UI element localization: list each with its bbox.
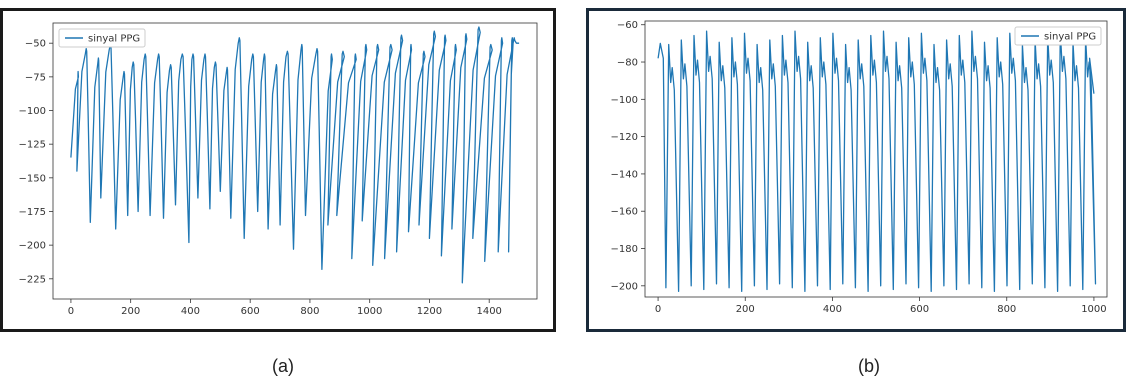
- y-tick-label: −200: [19, 241, 46, 252]
- x-tick-label: 1000: [1081, 304, 1106, 315]
- x-tick-label: 0: [655, 304, 661, 315]
- series-line-sinyal-ppg: [70, 26, 520, 284]
- x-tick-label: 1000: [357, 306, 382, 317]
- y-tick-label: −160: [611, 207, 638, 218]
- x-tick-label: 600: [241, 306, 260, 317]
- y-tick-label: −180: [611, 244, 638, 255]
- x-tick-label: 200: [121, 306, 140, 317]
- chart-panel-b: −60 −80 −100 −120 −140 −160 −180 −200 0 200 400 600…: [586, 8, 1126, 332]
- x-tick-label: 200: [736, 304, 755, 315]
- x-tick-label: 400: [181, 306, 200, 317]
- legend-label: sinyal PPG: [88, 34, 140, 45]
- caption-a: (a): [272, 356, 294, 376]
- y-tick-label: −175: [19, 207, 46, 218]
- chart-b-svg: −60 −80 −100 −120 −140 −160 −180 −200 0 200 400 600…: [611, 20, 1108, 315]
- legend: sinyal PPG: [1014, 26, 1102, 46]
- y-tick-label: −100: [19, 106, 46, 117]
- y-tick-label: −50: [25, 39, 46, 50]
- y-tick-label: −150: [19, 173, 46, 184]
- legend: sinyal PPG: [58, 28, 146, 48]
- y-tick-label: −75: [25, 72, 46, 83]
- x-tick-label: 800: [997, 304, 1016, 315]
- caption-b: (b): [858, 356, 880, 376]
- x-tick-label: 600: [910, 304, 929, 315]
- series-line-sinyal-ppg: [657, 30, 1097, 293]
- chart-a-svg: −50 −75 −100 −125 −150 −175 −200 −225 0 200 400 600…: [19, 22, 538, 317]
- y-tick-label: −60: [617, 20, 638, 31]
- y-tick-label: −140: [611, 169, 638, 180]
- x-tick-label: 400: [823, 304, 842, 315]
- legend-label: sinyal PPG: [1044, 32, 1096, 43]
- chart-panel-a: −50 −75 −100 −125 −150 −175 −200 −225 0 200 400 600…: [0, 8, 556, 332]
- legend-box: [58, 28, 146, 48]
- y-tick-label: −225: [19, 274, 46, 285]
- x-tick-label: 1400: [476, 306, 501, 317]
- y-tick-label: −120: [611, 132, 638, 143]
- y-tick-label: −200: [611, 281, 638, 292]
- legend-box: [1014, 26, 1102, 46]
- x-tick-label: 1200: [417, 306, 442, 317]
- y-tick-label: −80: [617, 58, 638, 69]
- plot-frame: [52, 22, 538, 300]
- x-tick-label: 800: [300, 306, 319, 317]
- plot-frame: [644, 20, 1108, 298]
- y-tick-label: −125: [19, 140, 46, 151]
- y-tick-label: −100: [611, 95, 638, 106]
- x-tick-label: 0: [68, 306, 74, 317]
